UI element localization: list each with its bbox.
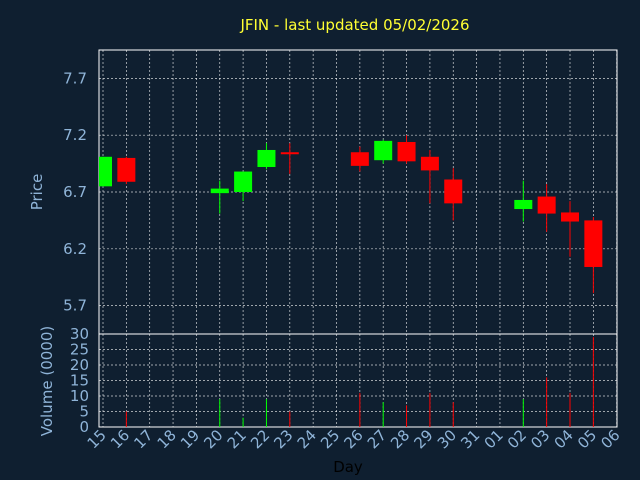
day-tick-label: 22 [247, 426, 273, 452]
day-tick-label: 17 [130, 426, 156, 452]
price-tick-label: 5.7 [63, 297, 87, 315]
day-axis-label: Day [333, 458, 363, 476]
day-tick-label: 02 [504, 426, 530, 452]
day-axis: 1516171819202122232425262728293031010203… [84, 426, 624, 452]
volume-tick-label: 30 [70, 325, 89, 343]
day-tick-label: 30 [434, 426, 460, 452]
chart-title: JFIN - last updated 05/02/2026 [239, 16, 469, 34]
price-axis: 5.7 6.2 6.7 7.2 7.7 [63, 69, 87, 314]
day-tick-label: 06 [597, 426, 623, 452]
day-tick-label: 29 [410, 426, 436, 452]
price-tick-label: 6.7 [63, 183, 87, 201]
volume-tick-label: 20 [70, 356, 89, 374]
candle-body [280, 152, 299, 155]
day-tick-label: 26 [340, 426, 366, 452]
day-tick-label: 25 [317, 426, 343, 452]
day-tick-label: 28 [387, 426, 413, 452]
candle-body [584, 220, 603, 267]
candle-body [537, 196, 556, 214]
day-tick-label: 19 [177, 426, 203, 452]
day-tick-label: 23 [270, 426, 296, 452]
day-tick-label: 18 [154, 426, 180, 452]
volume-tick-label: 15 [70, 372, 89, 390]
volume-panel-frame [98, 333, 618, 428]
candle-body [514, 199, 533, 210]
price-tick-label: 6.2 [63, 240, 87, 258]
day-tick-label: 03 [527, 426, 553, 452]
day-tick-label: 04 [551, 426, 577, 452]
day-tick-label: 21 [224, 426, 250, 452]
volume-tick-label: 0 [79, 418, 89, 436]
candle-body [397, 142, 416, 162]
candle-body [117, 157, 136, 182]
candle-body [420, 156, 439, 171]
candle-body [99, 156, 112, 187]
candle-body [444, 179, 463, 204]
day-tick-label: 05 [574, 426, 600, 452]
day-tick-label: 27 [364, 426, 390, 452]
volume-grid [99, 333, 618, 428]
price-candles [99, 135, 603, 294]
candle-body [350, 152, 369, 166]
volume-axis-label: Volume (0000) [38, 326, 56, 436]
candle-body [561, 212, 579, 222]
volume-tick-label: 25 [70, 341, 89, 359]
day-tick-label: 31 [457, 426, 483, 452]
volume-tick-label: 5 [79, 403, 89, 421]
day-tick-label: 01 [481, 426, 507, 452]
price-tick-label: 7.2 [63, 126, 87, 144]
candle-body [234, 171, 253, 192]
price-axis-label: Price [28, 174, 46, 211]
candle-body [374, 140, 393, 161]
volume-bars [125, 337, 594, 427]
day-tick-label: 20 [200, 426, 226, 452]
day-tick-label: 16 [107, 426, 133, 452]
volume-tick-label: 10 [70, 387, 89, 405]
price-tick-label: 7.7 [63, 69, 87, 87]
day-tick-label: 24 [294, 426, 320, 452]
price-grid [99, 50, 618, 334]
candle-body [210, 188, 229, 194]
candle-body [257, 149, 276, 168]
